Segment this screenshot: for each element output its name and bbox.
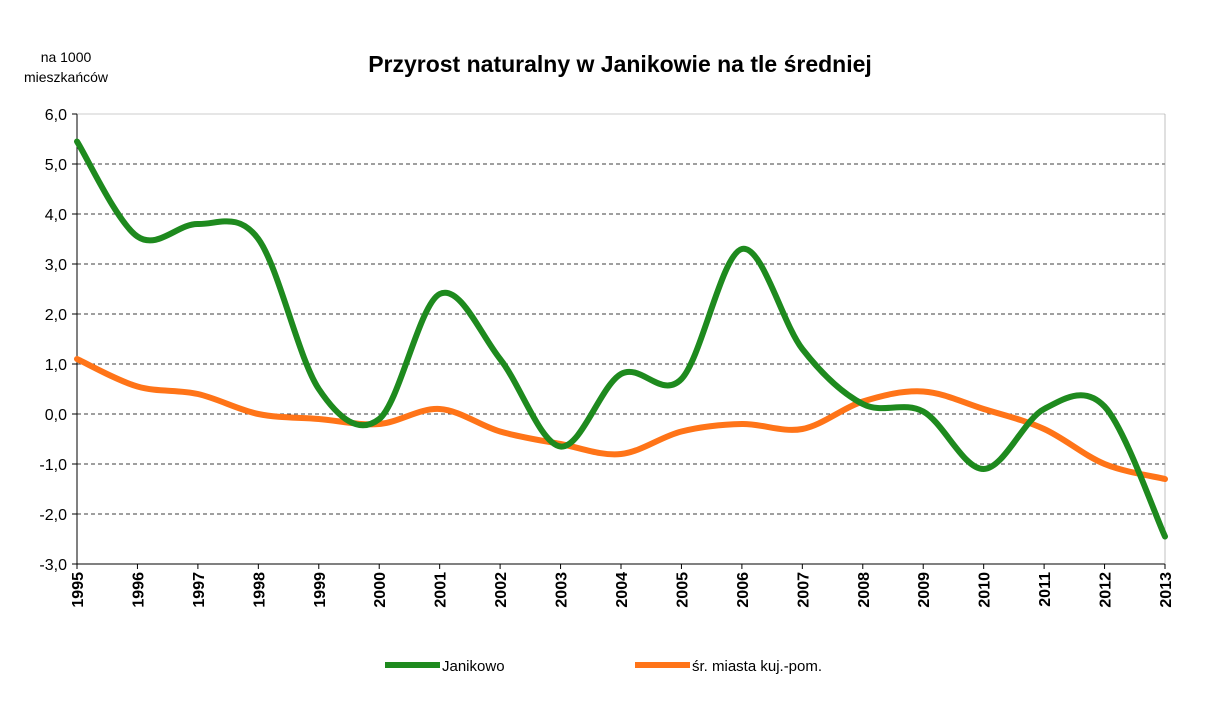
x-tick-label: 2012 — [1098, 572, 1115, 608]
x-tick-label: 2010 — [977, 572, 994, 608]
x-tick-label: 2003 — [554, 572, 571, 608]
y-tick-label: 6,0 — [45, 107, 67, 124]
x-tick-label: 2001 — [433, 572, 450, 608]
x-tick-label: 1998 — [251, 572, 268, 608]
line-series — [74, 138, 1168, 540]
x-tick-label: 2013 — [1158, 572, 1175, 608]
x-tick-label: 1999 — [312, 572, 329, 608]
y-tick-label: 2,0 — [45, 307, 67, 324]
line-series — [74, 356, 1168, 482]
x-tick-label: 2005 — [674, 572, 691, 608]
y-tick-label: 3,0 — [45, 257, 67, 274]
y-tick-label: 0,0 — [45, 407, 67, 424]
x-tick-label: 2004 — [614, 572, 631, 608]
x-tick-label: 2002 — [493, 572, 510, 608]
y-axis-label: na 1000 — [41, 49, 92, 65]
chart-title: Przyrost naturalny w Janikowie na tle śr… — [368, 51, 872, 77]
y-tick-label: -1,0 — [39, 457, 67, 474]
x-tick-label: 2006 — [735, 572, 752, 608]
y-tick-label: 5,0 — [45, 157, 67, 174]
y-tick-label: -2,0 — [39, 507, 67, 524]
x-tick-label: 1996 — [130, 572, 147, 608]
x-tick-label: 2011 — [1037, 572, 1054, 607]
x-tick-label: 2009 — [916, 572, 933, 608]
x-tick-label: 2007 — [795, 572, 812, 608]
legend-label: Janikowo — [442, 658, 505, 675]
x-tick-label: 2000 — [372, 572, 389, 608]
x-tick-label: 2008 — [856, 572, 873, 608]
legend-label: śr. miasta kuj.-pom. — [692, 658, 822, 675]
x-tick-label: 1997 — [191, 572, 208, 608]
x-tick-label: 1995 — [70, 572, 87, 608]
y-tick-label: 4,0 — [45, 207, 67, 224]
y-tick-label: -3,0 — [39, 557, 67, 574]
y-tick-label: 1,0 — [45, 357, 67, 374]
y-axis-label: mieszkańców — [24, 69, 109, 85]
